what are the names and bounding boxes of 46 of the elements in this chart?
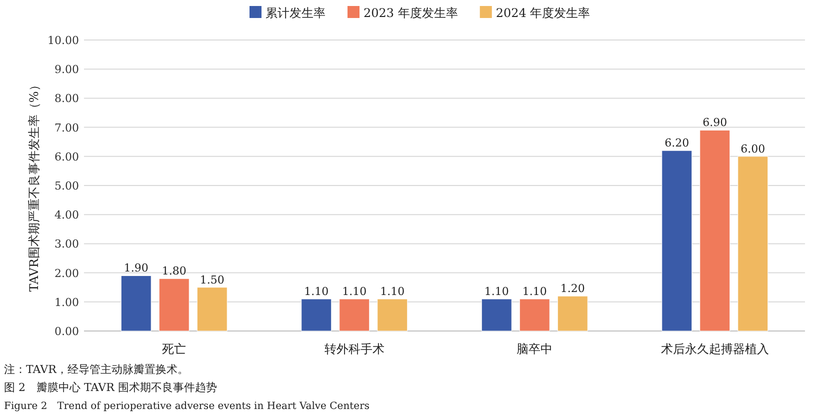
data-label: 1.10 <box>522 284 547 298</box>
y-tick-label: 3.00 <box>54 238 79 251</box>
data-label: 1.10 <box>304 284 329 298</box>
data-label: 1.80 <box>162 264 186 278</box>
bar <box>301 298 332 332</box>
bar <box>519 298 550 332</box>
bar <box>662 150 692 332</box>
bar <box>120 275 152 332</box>
bar <box>158 278 190 332</box>
caption: Figure 2 Trend of perioperative adverse events in Heart Valve Centers <box>4 401 370 412</box>
data-label: 1.10 <box>484 284 509 298</box>
bar <box>557 296 588 332</box>
data-label: 1.20 <box>560 282 585 296</box>
x-tick-label: 转外科手术 <box>324 342 384 356</box>
y-tick-label: 9.00 <box>54 63 79 76</box>
data-label: 6.90 <box>702 116 728 130</box>
y-tick-label: 4.00 <box>54 208 79 222</box>
y-tick-label: 5.00 <box>54 180 79 192</box>
y-tick-label: 0.00 <box>54 325 79 338</box>
y-tick-label: 2.00 <box>54 266 79 280</box>
bar <box>196 287 228 332</box>
x-tick-label: 死亡 <box>162 342 186 356</box>
x-tick-label: 脑卒中 <box>516 342 553 356</box>
y-axis-title: TAVR围术期严重不良事件发生率（%） <box>27 79 41 292</box>
text: 注：TAVR，经导管主动脉瓣置换术。 <box>4 363 188 376</box>
y-tick-label: 10.00 <box>48 34 79 47</box>
y-tick-label: 1.00 <box>54 296 79 309</box>
legend-label: 2023 年度发生率 <box>364 6 458 20</box>
data-label: 6.20 <box>664 136 690 150</box>
bar <box>700 130 730 332</box>
y-tick-label: 6.00 <box>54 150 79 164</box>
y-tick-label: 7.00 <box>54 121 79 134</box>
x-tick-label: 术后永久起搏器植入 <box>660 342 769 356</box>
bar <box>481 298 512 332</box>
legend-label: 累计发生率 <box>266 6 326 20</box>
y-tick-label: 8.00 <box>54 92 79 106</box>
data-label: 6.00 <box>740 142 766 156</box>
data-label: 1.10 <box>342 284 367 298</box>
data-label: 1.90 <box>124 262 148 275</box>
legend-label: 2024 年度发生率 <box>496 6 590 20</box>
data-label: 1.10 <box>380 284 405 298</box>
data-label: 1.50 <box>200 273 224 286</box>
bar <box>377 298 408 332</box>
bar <box>738 156 768 332</box>
bar <box>339 298 370 332</box>
caption: 图 2 瓣膜中心 TAVR 围术期不良事件趋势 <box>4 381 217 394</box>
